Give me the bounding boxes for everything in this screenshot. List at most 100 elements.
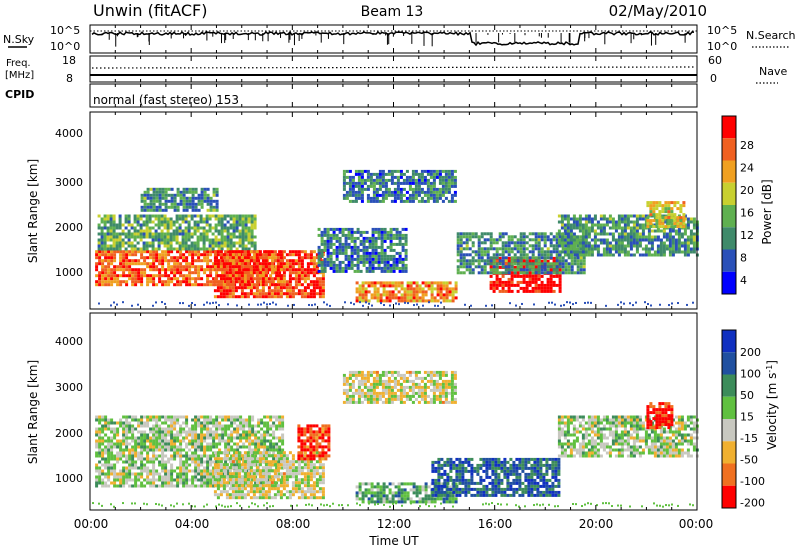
heat-cell xyxy=(197,424,201,428)
heat-cell xyxy=(131,280,135,284)
heat-cell xyxy=(110,445,114,449)
heat-cell xyxy=(587,247,591,251)
heat-cell xyxy=(332,260,336,264)
heat-cell xyxy=(471,232,475,236)
heat-cell xyxy=(206,442,210,446)
heat-cell xyxy=(504,256,508,260)
heat-cell xyxy=(525,241,529,245)
heat-cell xyxy=(170,256,174,260)
heat-cell xyxy=(408,187,412,191)
heat-cell xyxy=(549,274,553,278)
heat-cell xyxy=(354,169,358,173)
heat-cell xyxy=(140,481,144,485)
heat-cell xyxy=(137,250,141,254)
heat-cell xyxy=(360,172,364,176)
ground-scatter-cell xyxy=(179,302,181,305)
heat-cell xyxy=(608,220,612,224)
heat-cell xyxy=(164,454,168,458)
heat-cell xyxy=(131,277,135,281)
heat-cell xyxy=(249,250,253,254)
heat-cell xyxy=(152,460,156,464)
heat-cell xyxy=(206,448,210,452)
heat-cell xyxy=(537,283,541,287)
ground-scatter-cell xyxy=(164,302,166,305)
ground-scatter-cell xyxy=(632,304,634,307)
heat-cell xyxy=(233,415,237,419)
heat-cell xyxy=(209,205,213,209)
heat-cell xyxy=(357,193,361,197)
heat-cell xyxy=(572,244,576,248)
heat-cell xyxy=(217,229,221,233)
heat-cell xyxy=(191,424,195,428)
heat-cell xyxy=(366,193,370,197)
heat-cell xyxy=(477,265,481,269)
heat-cell xyxy=(614,229,618,233)
heat-cell xyxy=(465,262,469,266)
heat-cell xyxy=(593,217,597,221)
heat-cell xyxy=(432,196,436,200)
heat-cell xyxy=(652,207,656,211)
heat-cell xyxy=(638,244,642,248)
heat-cell xyxy=(113,433,117,437)
heat-cell xyxy=(429,169,433,173)
heat-cell xyxy=(250,226,254,230)
heat-cell xyxy=(380,254,384,258)
heat-cell xyxy=(224,430,228,434)
heat-cell xyxy=(110,271,114,275)
heat-cell xyxy=(582,262,586,266)
heat-cell xyxy=(199,226,203,230)
heat-cell xyxy=(396,196,400,200)
heat-cell xyxy=(504,241,508,245)
heat-cell xyxy=(321,277,325,281)
heat-cell xyxy=(596,253,600,257)
heat-cell xyxy=(390,190,394,194)
heat-cell xyxy=(558,268,562,272)
heat-cell xyxy=(303,274,307,278)
heat-cell xyxy=(237,286,241,290)
heat-cell xyxy=(221,271,225,275)
heat-cell xyxy=(107,268,111,272)
heat-cell xyxy=(158,196,162,200)
heat-cell xyxy=(173,424,177,428)
heat-cell xyxy=(206,199,210,203)
heat-cell xyxy=(188,457,192,461)
heat-cell xyxy=(203,283,207,287)
heat-cell xyxy=(157,223,161,227)
heat-cell xyxy=(276,268,280,272)
heat-cell xyxy=(584,244,588,248)
heat-cell xyxy=(356,230,360,234)
heat-cell xyxy=(689,232,693,236)
heat-cell xyxy=(176,475,180,479)
heat-cell xyxy=(187,244,191,248)
heat-cell xyxy=(376,290,380,294)
heat-cell xyxy=(194,253,198,257)
heat-cell xyxy=(279,295,283,299)
heat-cell xyxy=(95,451,99,455)
heat-cell xyxy=(246,283,250,287)
heat-cell xyxy=(306,292,310,296)
heat-cell xyxy=(160,235,164,239)
heat-cell xyxy=(164,484,168,488)
heat-cell xyxy=(465,241,469,245)
heat-cell xyxy=(110,442,114,446)
heat-cell xyxy=(112,229,116,233)
nave-label: Nave xyxy=(759,65,787,78)
heat-cell xyxy=(309,271,313,275)
heat-cell xyxy=(188,427,192,431)
heat-cell xyxy=(152,439,156,443)
heat-cell xyxy=(495,259,499,263)
cpid-panel: CPID normal (fast stereo) 153 xyxy=(5,83,698,108)
heat-cell xyxy=(403,296,407,300)
heat-cell xyxy=(534,238,538,242)
heat-cell xyxy=(178,226,182,230)
heat-cell xyxy=(199,220,203,224)
heat-cell xyxy=(270,283,274,287)
heat-cell xyxy=(238,223,242,227)
heat-cell xyxy=(534,283,538,287)
heat-cell xyxy=(261,277,265,281)
heat-cell xyxy=(119,484,123,488)
heat-cell xyxy=(152,448,156,452)
heat-cell xyxy=(471,241,475,245)
heat-cell xyxy=(176,445,180,449)
heat-cell xyxy=(309,250,313,254)
